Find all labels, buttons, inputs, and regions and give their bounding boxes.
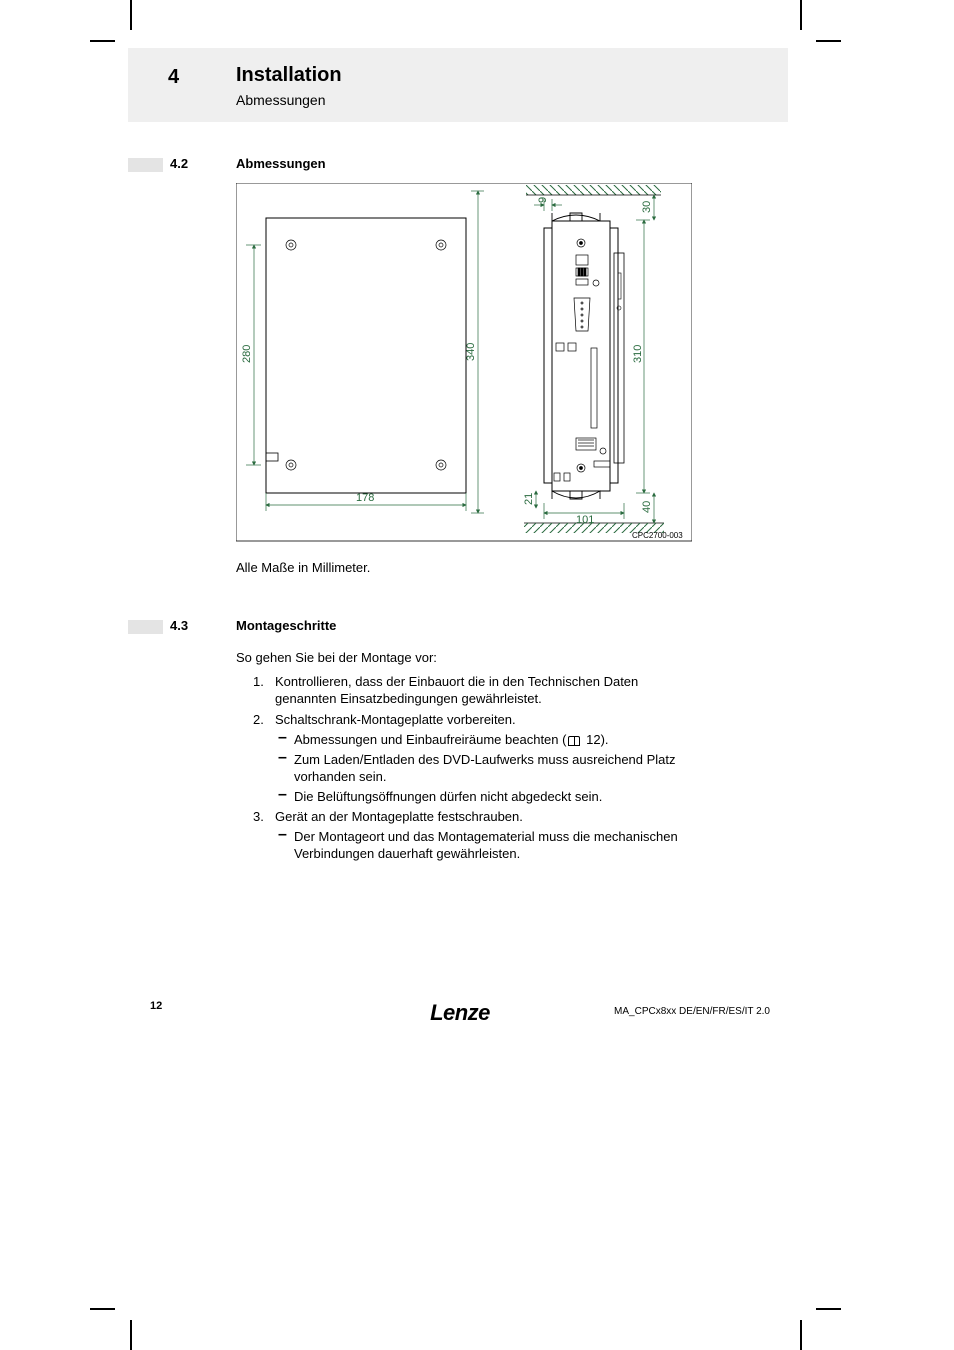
sub-text-pre: Abmessungen und Einbaufreiräume beachten…: [294, 732, 566, 747]
crop-mark: [800, 1320, 802, 1350]
dash-bullet: –: [278, 826, 287, 844]
dim-178: 178: [356, 492, 374, 504]
dim-30: 30: [641, 201, 653, 213]
list-text: Kontrollieren, dass der Einbauort die in…: [275, 674, 685, 708]
dash-bullet: –: [278, 786, 287, 804]
intro-text: So gehen Sie bei der Montage vor:: [236, 649, 686, 667]
dim-310: 310: [632, 345, 644, 363]
list-number: 3.: [253, 809, 264, 824]
sub-item: Zum Laden/Entladen des DVD-Laufwerks mus…: [294, 752, 684, 786]
section-number: 4.2: [170, 156, 188, 171]
crop-mark: [816, 40, 841, 42]
dim-280: 280: [241, 345, 253, 363]
chapter-header: 4 Installation Abmessungen: [128, 48, 788, 122]
sub-item: Der Montageort und das Montagematerial m…: [294, 829, 684, 863]
crop-mark: [130, 0, 132, 30]
crop-mark: [90, 1308, 115, 1310]
list-text: Schaltschrank-Montageplatte vorbereiten.: [275, 712, 685, 729]
dim-101: 101: [576, 514, 594, 526]
crop-mark: [90, 40, 115, 42]
chapter-subtitle: Abmessungen: [236, 92, 326, 108]
dim-9: 9: [537, 197, 549, 203]
list-text: Gerät an der Montageplatte festschrauben…: [275, 809, 685, 826]
sub-item: Die Belüftungsöffnungen dürfen nicht abg…: [294, 789, 684, 806]
crop-mark: [816, 1308, 841, 1310]
list-number: 2.: [253, 712, 264, 727]
dash-bullet: –: [278, 729, 287, 747]
section-title: Montageschritte: [236, 618, 336, 633]
sub-item: Abmessungen und Einbaufreiräume beachten…: [294, 732, 684, 749]
section-marker: [128, 620, 163, 634]
dim-21: 21: [523, 493, 535, 505]
page-footer: 12 Lenze MA_CPCx8xx DE/EN/FR/ES/IT 2.0: [150, 1000, 770, 1020]
figure-reference: CPC2700-003: [632, 531, 683, 540]
section-marker: [128, 158, 163, 172]
page-number: 12: [150, 1000, 162, 1012]
chapter-number: 4: [168, 66, 179, 89]
section-number: 4.3: [170, 618, 188, 633]
dash-bullet: –: [278, 749, 287, 767]
dim-340: 340: [465, 343, 477, 361]
crop-mark: [130, 1320, 132, 1350]
figure-caption: Alle Maße in Millimeter.: [236, 560, 370, 575]
chapter-title: Installation: [236, 64, 342, 87]
dim-40: 40: [641, 501, 653, 513]
crop-mark: [800, 0, 802, 30]
sub-text-post: ).: [601, 732, 609, 747]
list-number: 1.: [253, 674, 264, 689]
page-ref: 12: [586, 732, 600, 747]
dimensions-figure: 178 280 340 9 30: [236, 183, 692, 555]
document-code: MA_CPCx8xx DE/EN/FR/ES/IT 2.0: [614, 1006, 770, 1017]
brand-logo: Lenze: [430, 1000, 490, 1026]
section-title: Abmessungen: [236, 156, 326, 171]
book-icon: [568, 736, 580, 746]
